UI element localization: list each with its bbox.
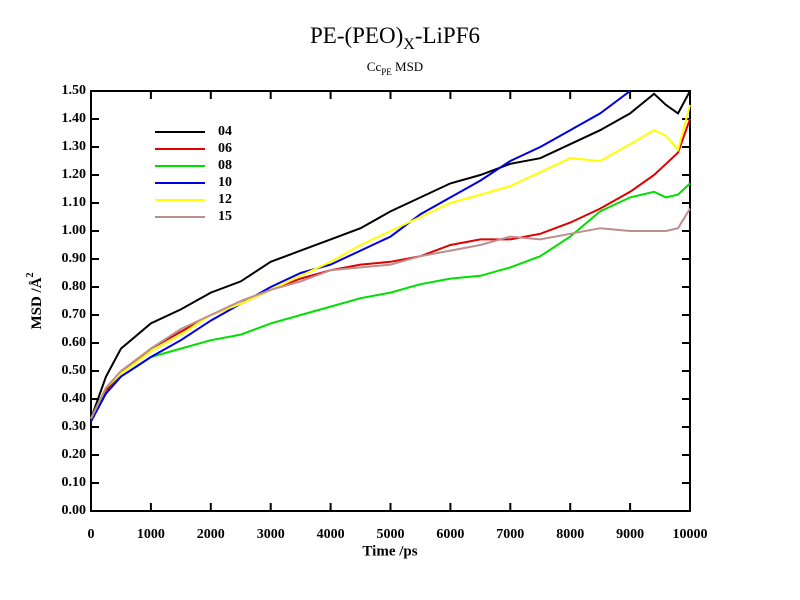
y-tick-label: 1.00: [62, 223, 87, 238]
plot-frame: [90, 90, 691, 512]
x-tick-label: 9000: [616, 527, 644, 542]
y-tick-label: 1.20: [62, 167, 87, 182]
y-tick-label: 0.20: [62, 447, 87, 462]
y-tick-label: 0.00: [62, 503, 87, 518]
series-line: [90, 90, 631, 422]
y-label-sup: 2: [25, 272, 36, 277]
x-tick-label: 5000: [377, 527, 405, 542]
y-tick-label: 0.70: [62, 307, 87, 322]
x-tick-label: 6000: [436, 527, 464, 542]
y-axis-label: MSD /Å2: [25, 272, 45, 329]
x-tick-label: 0: [88, 527, 95, 542]
y-tick-label: 1.30: [62, 139, 87, 154]
x-tick-label: 2000: [197, 527, 225, 542]
subtitle-part: Cc: [367, 59, 382, 74]
title-part: -LiPF6: [415, 23, 480, 48]
y-tick-label: 1.10: [62, 195, 87, 210]
y-tick-label: 1.40: [62, 111, 87, 126]
y-tick-label: 1.50: [62, 83, 87, 98]
legend-label: 15: [218, 209, 232, 224]
chart-subtitle: CcPE MSD: [367, 59, 423, 77]
x-tick-label: 4000: [317, 527, 345, 542]
x-tick-label: 7000: [496, 527, 524, 542]
y-tick-label: 0.90: [62, 251, 87, 266]
subtitle-part: MSD: [392, 59, 423, 74]
series-line: [90, 182, 691, 422]
legend-label: 12: [218, 192, 232, 207]
legend-label: 04: [218, 124, 232, 139]
legend-label: 08: [218, 158, 232, 173]
x-axis-label: Time /ps: [362, 543, 417, 559]
y-tick-label: 0.40: [62, 391, 87, 406]
x-tick-label: 3000: [257, 527, 285, 542]
series-line: [90, 104, 691, 420]
y-tick-label: 0.60: [62, 335, 87, 350]
y-tick-label: 0.10: [62, 475, 87, 490]
y-label-part: MSD /Å: [29, 277, 45, 329]
title-part: PE-(PEO): [310, 23, 403, 48]
series-line: [90, 208, 691, 420]
series-line: [90, 118, 691, 420]
legend-label: 06: [218, 141, 232, 156]
legend-label: 10: [218, 175, 232, 190]
y-tick-label: 0.30: [62, 419, 87, 434]
x-tick-label: 8000: [556, 527, 584, 542]
y-tick-label: 0.80: [62, 279, 87, 294]
subtitle-sub: PE: [381, 67, 392, 77]
chart-title: PE-(PEO)X-LiPF6: [310, 23, 480, 52]
x-tick-label: 10000: [673, 527, 708, 542]
y-tick-label: 0.50: [62, 363, 87, 378]
title-sub: X: [403, 36, 415, 53]
series-line: [90, 90, 691, 419]
x-tick-label: 1000: [137, 527, 165, 542]
